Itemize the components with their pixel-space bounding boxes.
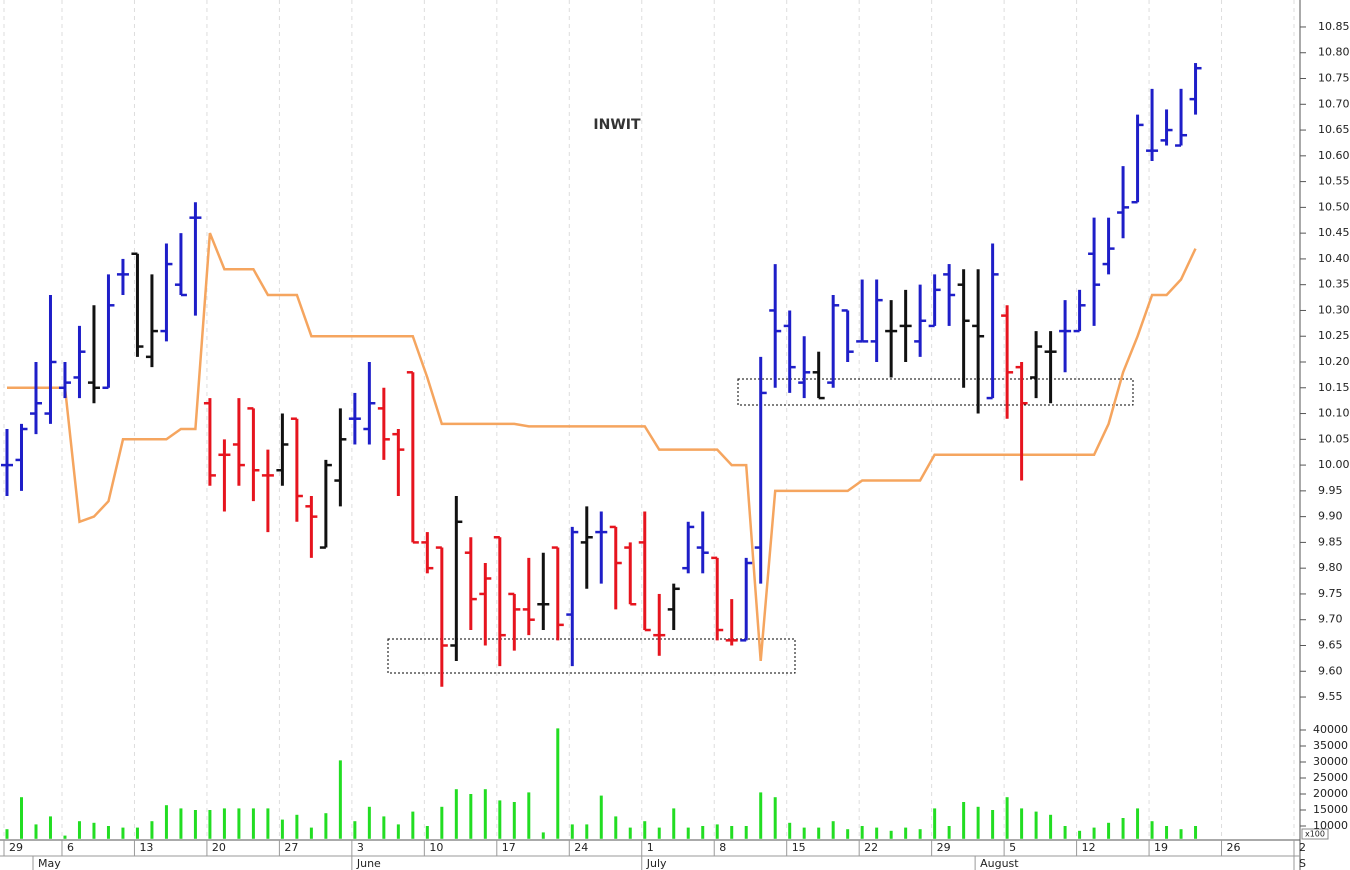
x-tick-label: 17 (502, 841, 516, 854)
volume-unit: x100 (1305, 830, 1325, 839)
y-tick-label: 9.95 (1318, 484, 1343, 497)
y-tick-label: 9.70 (1318, 613, 1343, 626)
y-tick-label: 10.70 (1318, 97, 1350, 110)
support-box (387, 638, 796, 674)
grid (3, 0, 1295, 840)
x-tick-label: 13 (139, 841, 153, 854)
x-tick-label: 3 (357, 841, 364, 854)
month-label: June (356, 857, 381, 870)
y-tick-label: 10.25 (1318, 329, 1350, 342)
x-tick-label: 27 (284, 841, 298, 854)
y-tick-label: 9.60 (1318, 664, 1343, 677)
x-tick-label: 19 (1154, 841, 1168, 854)
volume-tick-label: 20000 (1313, 787, 1348, 800)
y-tick-label: 10.20 (1318, 355, 1350, 368)
chart-title: INWIT (593, 117, 641, 133)
y-tick-label: 10.50 (1318, 200, 1350, 213)
volume-tick-label: 15000 (1313, 803, 1348, 816)
y-tick-label: 10.85 (1318, 20, 1350, 33)
y-tick-label: 10.10 (1318, 407, 1350, 420)
volume-tick-label: 10000 (1313, 819, 1348, 832)
y-tick-label: 9.90 (1318, 510, 1343, 523)
y-tick-label: 10.55 (1318, 175, 1350, 188)
volume-tick-label: 35000 (1313, 739, 1348, 752)
x-tick-label: 15 (792, 841, 806, 854)
y-tick-label: 9.85 (1318, 535, 1343, 548)
x-tick-label: 6 (67, 841, 74, 854)
y-tick-label: 10.30 (1318, 303, 1350, 316)
x-tick-label: 8 (719, 841, 726, 854)
y-tick-label: 10.35 (1318, 278, 1350, 291)
x-tick-label: 22 (864, 841, 878, 854)
x-tick-label: 1 (647, 841, 654, 854)
x-tick-label: 24 (574, 841, 588, 854)
x-tick-label: 29 (937, 841, 951, 854)
y-tick-label: 10.65 (1318, 123, 1350, 136)
y-tick-label: 10.80 (1318, 46, 1350, 59)
month-label: S (1299, 857, 1306, 870)
y-tick-label: 10.45 (1318, 226, 1350, 239)
y-tick-label: 10.75 (1318, 72, 1350, 85)
x-tick-label: 26 (1227, 841, 1241, 854)
y-tick-label: 9.80 (1318, 561, 1343, 574)
resistance-box (737, 378, 1134, 406)
y-tick-label: 10.40 (1318, 252, 1350, 265)
x-tick-label: 29 (9, 841, 23, 854)
y-tick-label: 9.75 (1318, 587, 1343, 600)
month-label: May (38, 857, 61, 870)
x-tick-label: 5 (1009, 841, 1016, 854)
volume-tick-label: 40000 (1313, 723, 1348, 736)
x-tick-label: 2 (1299, 841, 1306, 854)
month-label: August (980, 857, 1019, 870)
y-tick-label: 9.55 (1318, 690, 1343, 703)
y-tick-label: 10.05 (1318, 432, 1350, 445)
x-tick-label: 20 (212, 841, 226, 854)
volume-tick-label: 25000 (1313, 771, 1348, 784)
month-label: July (646, 857, 667, 870)
y-tick-label: 10.15 (1318, 381, 1350, 394)
indicator-line (7, 232, 1197, 662)
x-tick-label: 12 (1082, 841, 1096, 854)
x-tick-label: 10 (429, 841, 443, 854)
volume-unit-box (1301, 828, 1329, 840)
volume-tick-label: 30000 (1313, 755, 1348, 768)
y-tick-label: 10.60 (1318, 149, 1350, 162)
y-tick-label: 10.00 (1318, 458, 1350, 471)
y-tick-label: 9.65 (1318, 638, 1343, 651)
